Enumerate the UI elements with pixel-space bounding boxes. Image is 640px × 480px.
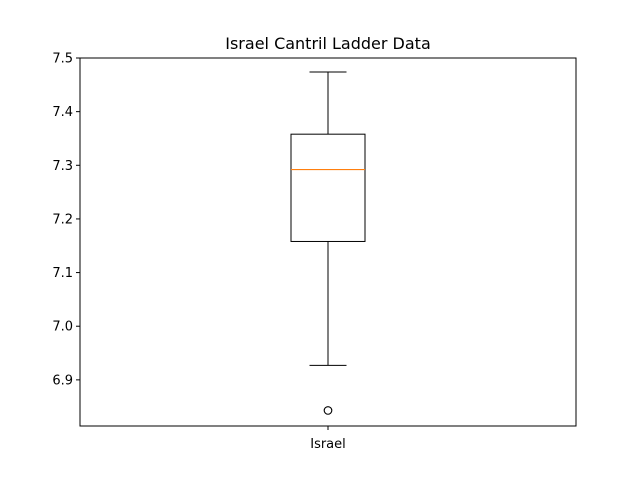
y-tick-label: 7.0 (52, 320, 73, 335)
plot-area-frame (79, 57, 577, 427)
x-axis: Israel (310, 426, 346, 452)
box-group (290, 71, 366, 415)
y-tick-label: 6.9 (52, 373, 73, 388)
y-tick-label: 7.3 (52, 159, 73, 174)
outlier-point (323, 406, 333, 415)
y-axis: 6.9 7.0 7.1 7.2 7.3 7.4 7.5 (52, 52, 80, 388)
iqr-box (290, 133, 366, 242)
y-tick-label: 7.2 (52, 212, 73, 227)
x-tick-label: Israel (310, 437, 346, 452)
y-tick-label: 7.4 (52, 105, 73, 120)
y-tick-label: 7.1 (52, 266, 73, 281)
y-tick-label: 7.5 (52, 52, 73, 67)
chart-title: Israel Cantril Ladder Data (225, 34, 431, 53)
